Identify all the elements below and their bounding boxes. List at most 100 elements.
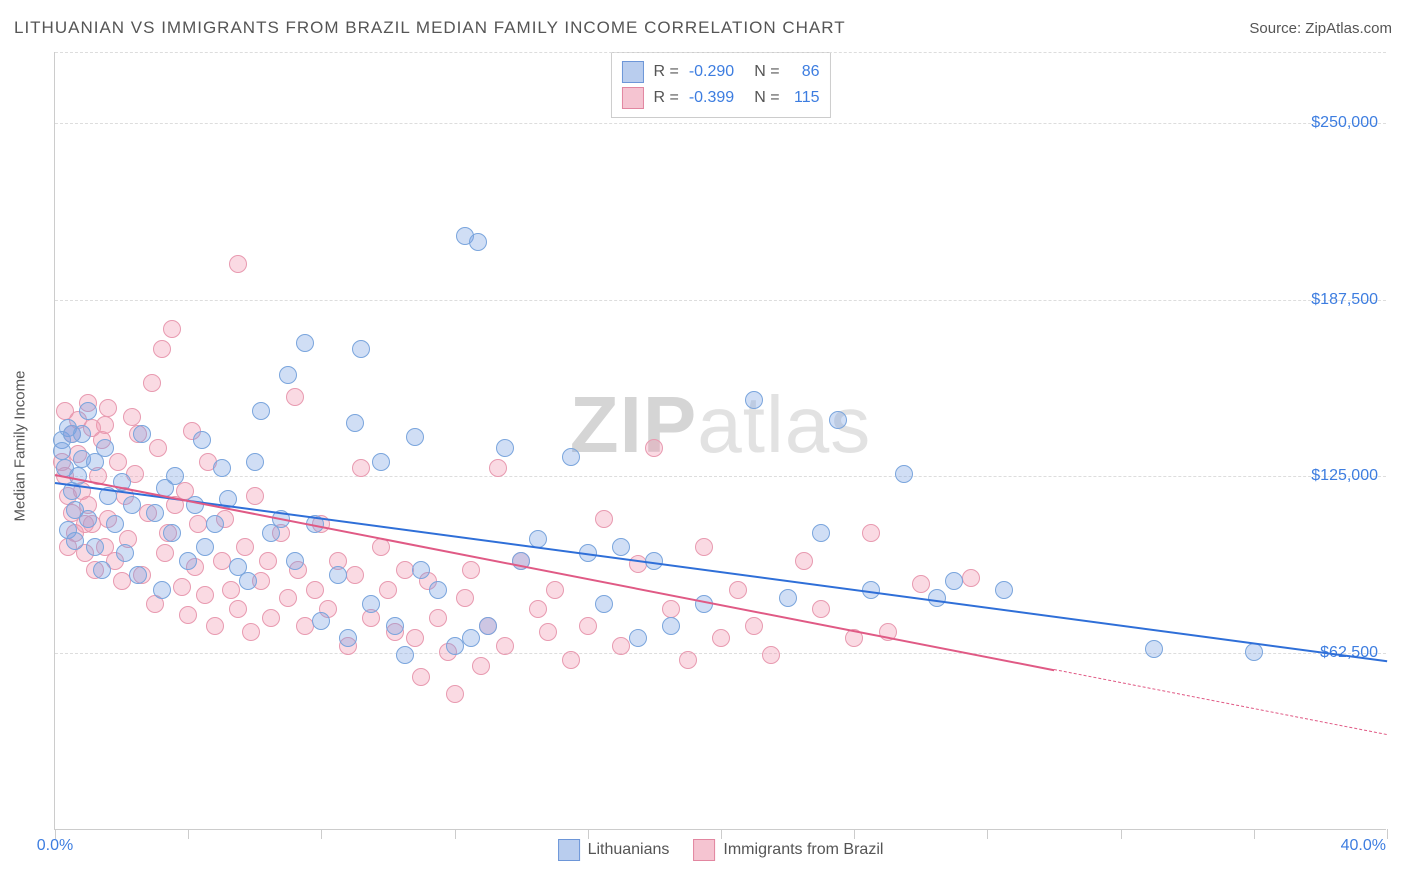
scatter-point-series-0 [829, 411, 847, 429]
scatter-point-series-1 [196, 586, 214, 604]
stat-r-label-0: R = [653, 63, 678, 81]
scatter-point-series-1 [279, 589, 297, 607]
watermark-zip: ZIP [570, 380, 697, 469]
scatter-point-series-0 [193, 431, 211, 449]
scatter-plot-area: ZIPatlas R = -0.290 N = 86 R = -0.399 N … [54, 52, 1386, 830]
scatter-point-series-1 [579, 617, 597, 635]
scatter-point-series-0 [396, 646, 414, 664]
legend-swatch-1 [693, 839, 715, 861]
scatter-point-series-0 [213, 459, 231, 477]
trend-line-extrapolated [1054, 669, 1387, 735]
scatter-point-series-0 [446, 637, 464, 655]
scatter-point-series-0 [239, 572, 257, 590]
scatter-point-series-0 [163, 524, 181, 542]
scatter-point-series-0 [995, 581, 1013, 599]
x-tick [1121, 829, 1122, 839]
scatter-point-series-0 [1145, 640, 1163, 658]
scatter-point-series-0 [206, 515, 224, 533]
scatter-point-series-1 [812, 600, 830, 618]
scatter-point-series-0 [629, 629, 647, 647]
scatter-point-series-0 [166, 467, 184, 485]
scatter-point-series-1 [456, 589, 474, 607]
scatter-point-series-1 [206, 617, 224, 635]
stat-n-label-0: N = [754, 63, 779, 81]
scatter-point-series-1 [712, 629, 730, 647]
stat-n-value-1: 115 [790, 89, 820, 107]
stat-r-label-1: R = [653, 89, 678, 107]
scatter-point-series-0 [496, 439, 514, 457]
stats-row-series-1: R = -0.399 N = 115 [621, 85, 819, 111]
y-tick-label: $125,000 [1311, 467, 1378, 485]
scatter-point-series-1 [99, 399, 117, 417]
scatter-point-series-1 [229, 600, 247, 618]
scatter-point-series-0 [928, 589, 946, 607]
source-label: Source: [1249, 20, 1301, 37]
scatter-point-series-0 [296, 334, 314, 352]
scatter-point-series-1 [406, 629, 424, 647]
scatter-point-series-1 [662, 600, 680, 618]
scatter-point-series-1 [546, 581, 564, 599]
scatter-point-series-1 [246, 487, 264, 505]
scatter-point-series-0 [745, 391, 763, 409]
scatter-point-series-0 [73, 425, 91, 443]
legend-item-0: Lithuanians [558, 839, 670, 861]
scatter-point-series-1 [156, 544, 174, 562]
scatter-point-series-1 [352, 459, 370, 477]
scatter-point-series-0 [86, 538, 104, 556]
scatter-point-series-0 [123, 496, 141, 514]
scatter-point-series-1 [912, 575, 930, 593]
scatter-point-series-1 [962, 569, 980, 587]
swatch-series-0 [621, 61, 643, 83]
scatter-point-series-0 [133, 425, 151, 443]
scatter-point-series-0 [339, 629, 357, 647]
scatter-point-series-0 [662, 617, 680, 635]
scatter-point-series-1 [489, 459, 507, 477]
scatter-point-series-0 [116, 544, 134, 562]
scatter-point-series-0 [406, 428, 424, 446]
legend-label-0: Lithuanians [588, 841, 670, 859]
watermark: ZIPatlas [570, 379, 871, 471]
scatter-point-series-1 [153, 340, 171, 358]
scatter-point-series-1 [529, 600, 547, 618]
gridline-h [55, 300, 1386, 301]
x-tick-label: 40.0% [1341, 837, 1386, 855]
scatter-point-series-1 [472, 657, 490, 675]
scatter-point-series-1 [745, 617, 763, 635]
stat-r-value-1: -0.399 [689, 89, 734, 107]
scatter-point-series-1 [496, 637, 514, 655]
scatter-point-series-1 [539, 623, 557, 641]
scatter-point-series-0 [779, 589, 797, 607]
scatter-point-series-0 [53, 442, 71, 460]
x-tick [321, 829, 322, 839]
x-tick [854, 829, 855, 839]
scatter-point-series-1 [286, 388, 304, 406]
scatter-point-series-1 [446, 685, 464, 703]
scatter-point-series-1 [762, 646, 780, 664]
scatter-point-series-1 [379, 581, 397, 599]
scatter-point-series-1 [595, 510, 613, 528]
trend-line [55, 474, 1054, 671]
scatter-point-series-0 [96, 439, 114, 457]
scatter-point-series-1 [113, 572, 131, 590]
scatter-point-series-1 [143, 374, 161, 392]
scatter-point-series-1 [645, 439, 663, 457]
scatter-point-series-0 [66, 532, 84, 550]
scatter-point-series-0 [362, 595, 380, 613]
scatter-point-series-0 [286, 552, 304, 570]
stats-row-series-0: R = -0.290 N = 86 [621, 59, 819, 85]
scatter-point-series-1 [222, 581, 240, 599]
bottom-legend: Lithuanians Immigrants from Brazil [558, 839, 884, 861]
scatter-point-series-0 [312, 612, 330, 630]
scatter-point-series-0 [595, 595, 613, 613]
legend-label-1: Immigrants from Brazil [723, 841, 883, 859]
source-value: ZipAtlas.com [1305, 20, 1392, 37]
scatter-point-series-0 [812, 524, 830, 542]
swatch-series-1 [621, 87, 643, 109]
gridline-h [55, 653, 1386, 654]
gridline-h [55, 476, 1386, 477]
scatter-point-series-1 [296, 617, 314, 635]
scatter-point-series-1 [242, 623, 260, 641]
gridline-h [55, 52, 1386, 53]
scatter-point-series-0 [346, 414, 364, 432]
scatter-point-series-0 [386, 617, 404, 635]
